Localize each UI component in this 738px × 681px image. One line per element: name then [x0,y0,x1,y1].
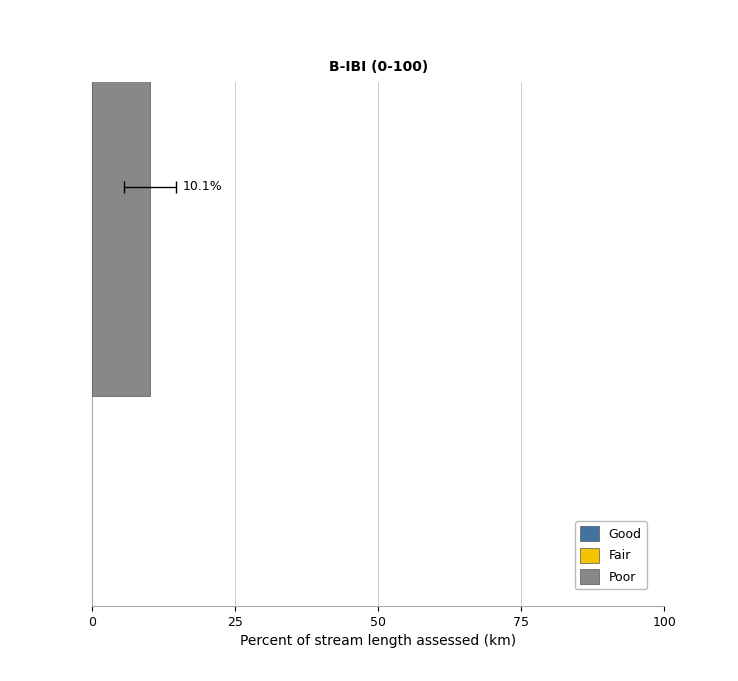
Legend: Good, Fair, Poor: Good, Fair, Poor [575,521,646,589]
Bar [92,0,150,396]
Title: B-IBI (0-100): B-IBI (0-100) [328,60,428,74]
X-axis label: Percent of stream length assessed (km): Percent of stream length assessed (km) [240,635,517,648]
Text: 10.1%: 10.1% [182,180,222,193]
